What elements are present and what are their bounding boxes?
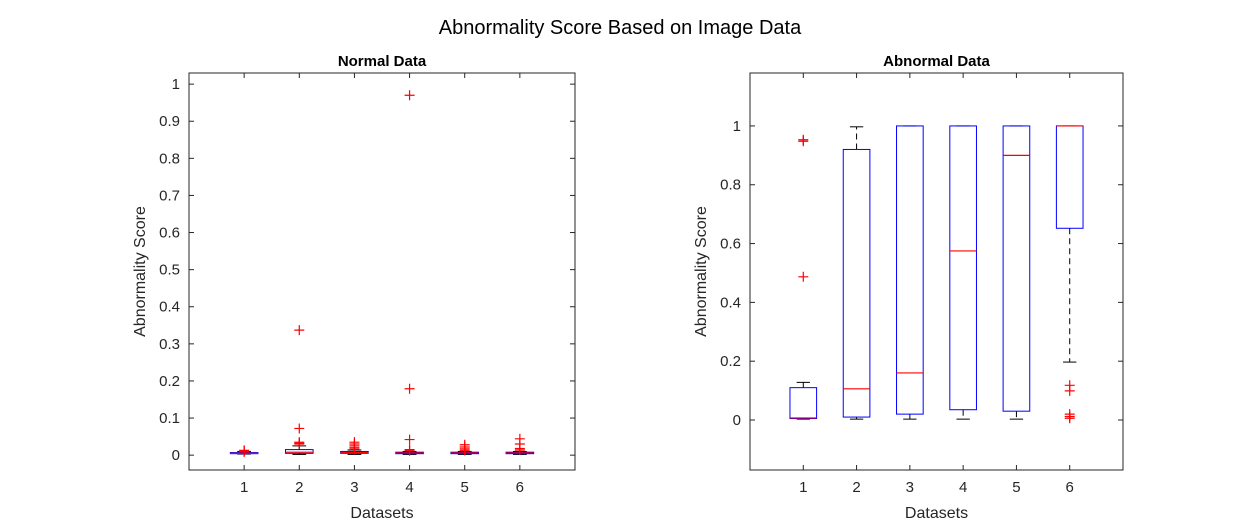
y-tick-label: 0.2 (720, 353, 741, 370)
y-axis-label: Abnormality Score (693, 206, 710, 337)
y-tick-label: 0.7 (159, 187, 180, 204)
figure-title: Abnormality Score Based on Image Data (439, 17, 802, 39)
panel-title: Abnormal Data (883, 53, 990, 70)
y-axis-label: Abnormality Score (132, 206, 149, 337)
panel-normal-data: Normal Data 0 0.1 0.2 0.3 0.4 0.5 0.6 0.7 0.8 0.9 1… (132, 53, 576, 522)
box (789, 387, 818, 420)
x-tick-label: 2 (852, 479, 860, 496)
outlier-marker (459, 439, 470, 450)
y-tick-label: 1 (172, 76, 180, 93)
y-tick-label: 0.9 (159, 113, 180, 130)
box (896, 125, 924, 415)
outlier-marker (404, 90, 415, 101)
box (1055, 125, 1084, 229)
outlier-marker (514, 433, 525, 444)
outlier-marker (404, 444, 415, 455)
x-tick-label: 5 (1012, 479, 1020, 496)
outlier-marker (294, 423, 305, 434)
box (1002, 125, 1031, 412)
axes-frame (188, 72, 576, 471)
outlier-marker (294, 325, 305, 336)
panel-title: Normal Data (338, 53, 427, 70)
box (949, 125, 977, 411)
x-axis-label: Datasets (905, 505, 968, 522)
x-tick-label: 3 (350, 479, 358, 496)
x-tick-label: 5 (461, 479, 469, 496)
outlier-marker (1064, 409, 1075, 420)
axes-frame (749, 72, 1124, 471)
y-tick-label: 0.2 (159, 373, 180, 390)
y-tick-label: 0.5 (159, 262, 180, 279)
outlier-marker (798, 134, 809, 145)
y-tick-label: 0.4 (159, 299, 180, 316)
y-tick-label: 0.8 (720, 177, 741, 194)
x-tick-label: 1 (240, 479, 248, 496)
outlier-marker (349, 437, 360, 448)
y-tick-label: 1 (733, 118, 741, 135)
x-tick-label: 4 (959, 479, 967, 496)
y-tick-label: 0 (733, 412, 741, 429)
y-tick-label: 0.6 (159, 225, 180, 242)
x-tick-label: 1 (799, 479, 807, 496)
outlier-marker (798, 271, 809, 282)
outlier-marker (404, 383, 415, 394)
y-tick-label: 0.4 (720, 294, 741, 311)
outlier-marker (404, 434, 415, 445)
outlier-marker (239, 445, 250, 456)
y-tick-label: 0.8 (159, 150, 180, 167)
y-tick-label: 0.1 (159, 410, 180, 427)
x-tick-label: 6 (516, 479, 524, 496)
outlier-marker (294, 437, 305, 448)
box (842, 148, 871, 418)
x-tick-label: 2 (295, 479, 303, 496)
x-tick-label: 6 (1066, 479, 1074, 496)
outlier-marker (1064, 380, 1075, 391)
box (285, 449, 314, 454)
x-tick-label: 4 (405, 479, 413, 496)
y-tick-label: 0.3 (159, 336, 180, 353)
y-tick-label: 0.6 (720, 236, 741, 253)
y-tick-label: 0 (172, 447, 180, 464)
x-axis-label: Datasets (350, 505, 413, 522)
x-tick-label: 3 (906, 479, 914, 496)
panel-abnormal-data: Abnormal Data 0 0.2 0.4 0.6 0.8 1 1 2 3 4 5 6 Dataset… (693, 53, 1124, 522)
